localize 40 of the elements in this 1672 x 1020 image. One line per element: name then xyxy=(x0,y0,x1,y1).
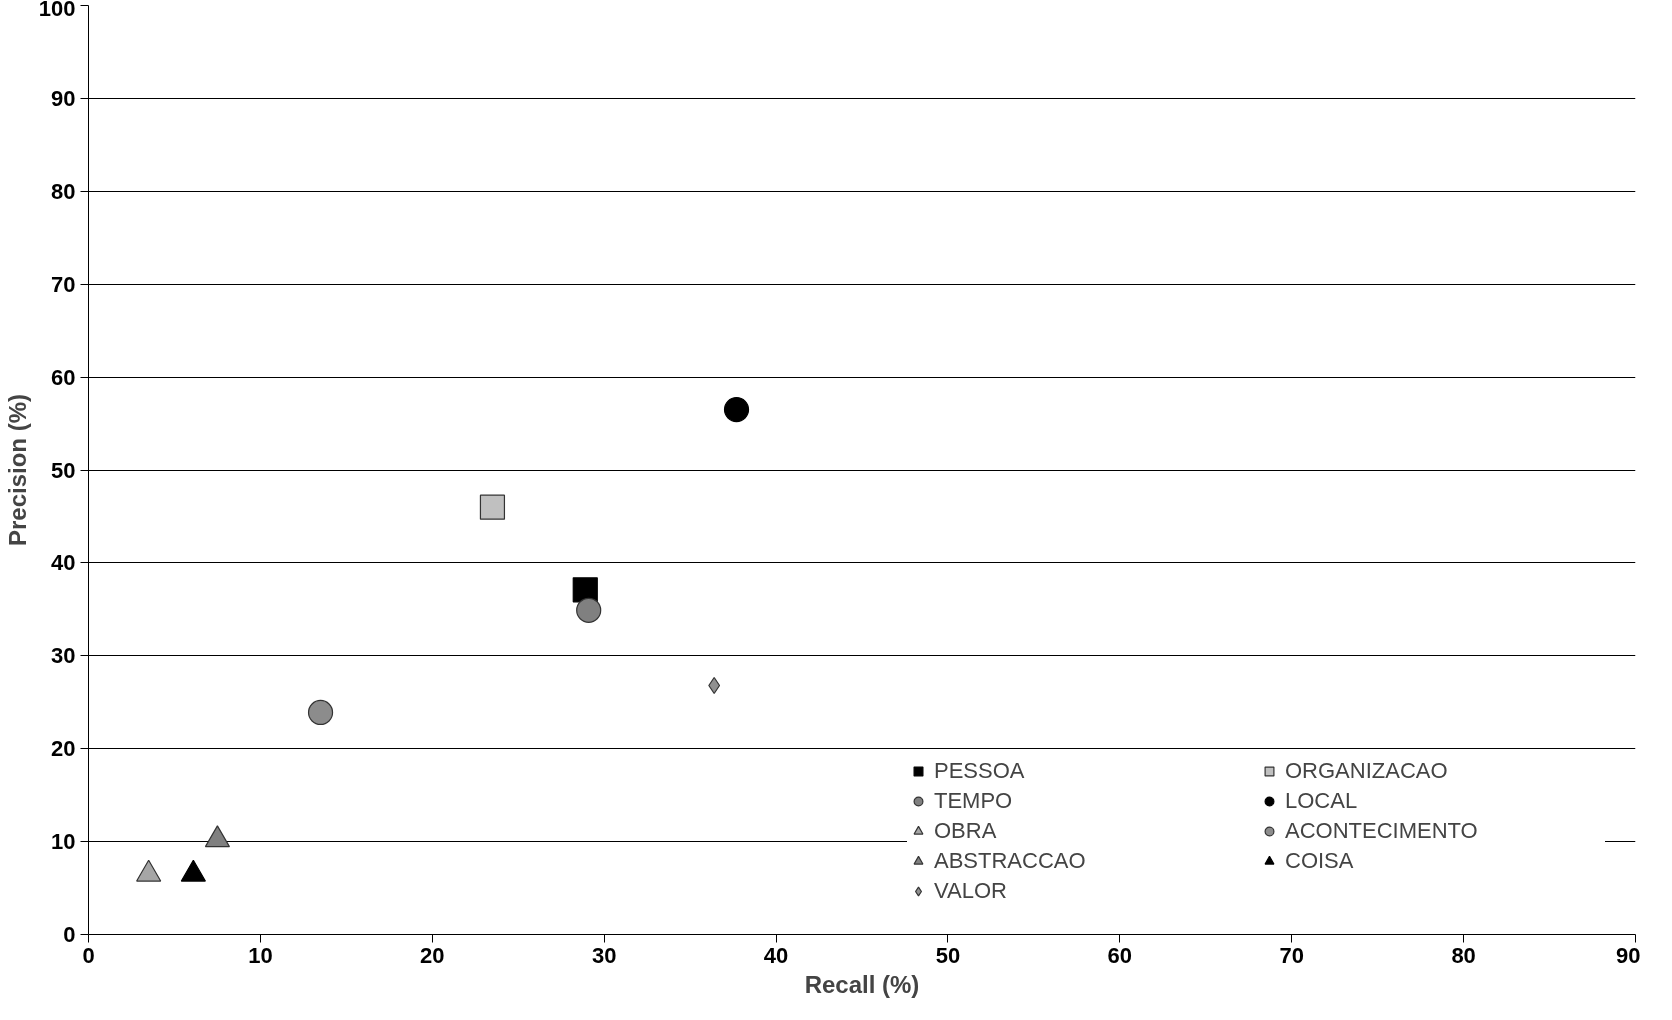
legend-label: VALOR xyxy=(934,878,1008,904)
x-axis-title: Recall (%) xyxy=(804,970,920,998)
y-tick-label: 30 xyxy=(51,643,76,669)
x-tick-label: 40 xyxy=(763,942,789,968)
y-tick-label: 10 xyxy=(51,829,76,855)
x-tick-label: 0 xyxy=(82,942,95,968)
point xyxy=(723,397,750,423)
x-tick-label: 90 xyxy=(1616,942,1641,968)
point xyxy=(576,597,602,623)
legend-label: TEMPO xyxy=(934,788,1014,814)
x-tick-label: 70 xyxy=(1279,942,1304,968)
point xyxy=(204,825,231,848)
y-tick-label: 50 xyxy=(51,457,76,483)
y-tick-label: 90 xyxy=(51,85,76,111)
point xyxy=(136,859,162,882)
point xyxy=(180,859,206,882)
legend-label: ACONTECIMENTO xyxy=(1285,818,1479,844)
y-tick-label: 70 xyxy=(51,271,76,297)
legend-label: OBRA xyxy=(934,818,998,844)
legend-label: LOCAL xyxy=(1285,788,1359,814)
y-tick-label: 40 xyxy=(51,550,76,576)
point xyxy=(479,494,506,520)
y-tick-label: 100 xyxy=(38,0,76,21)
x-tick-label: 50 xyxy=(935,942,961,968)
y-tick-label: 0 xyxy=(63,922,76,947)
x-tick-label: 10 xyxy=(248,942,273,968)
y-tick-label: 20 xyxy=(51,736,76,762)
y-axis-title: Precision (%) xyxy=(3,393,31,547)
y-tick-label: 80 xyxy=(51,178,76,204)
x-tick-label: 60 xyxy=(1107,942,1133,968)
legend-label: ORGANIZACAO xyxy=(1285,758,1449,784)
y-tick-label: 60 xyxy=(51,364,76,390)
legend-label: ABSTRACCAO xyxy=(934,848,1087,874)
point xyxy=(572,577,598,603)
legend-label: PESSOA xyxy=(934,758,1026,784)
x-tick-label: 30 xyxy=(591,942,617,968)
legend-label: COISA xyxy=(1285,848,1355,874)
point xyxy=(307,699,334,726)
x-tick-label: 80 xyxy=(1451,942,1476,968)
x-tick-label: 20 xyxy=(420,942,445,968)
